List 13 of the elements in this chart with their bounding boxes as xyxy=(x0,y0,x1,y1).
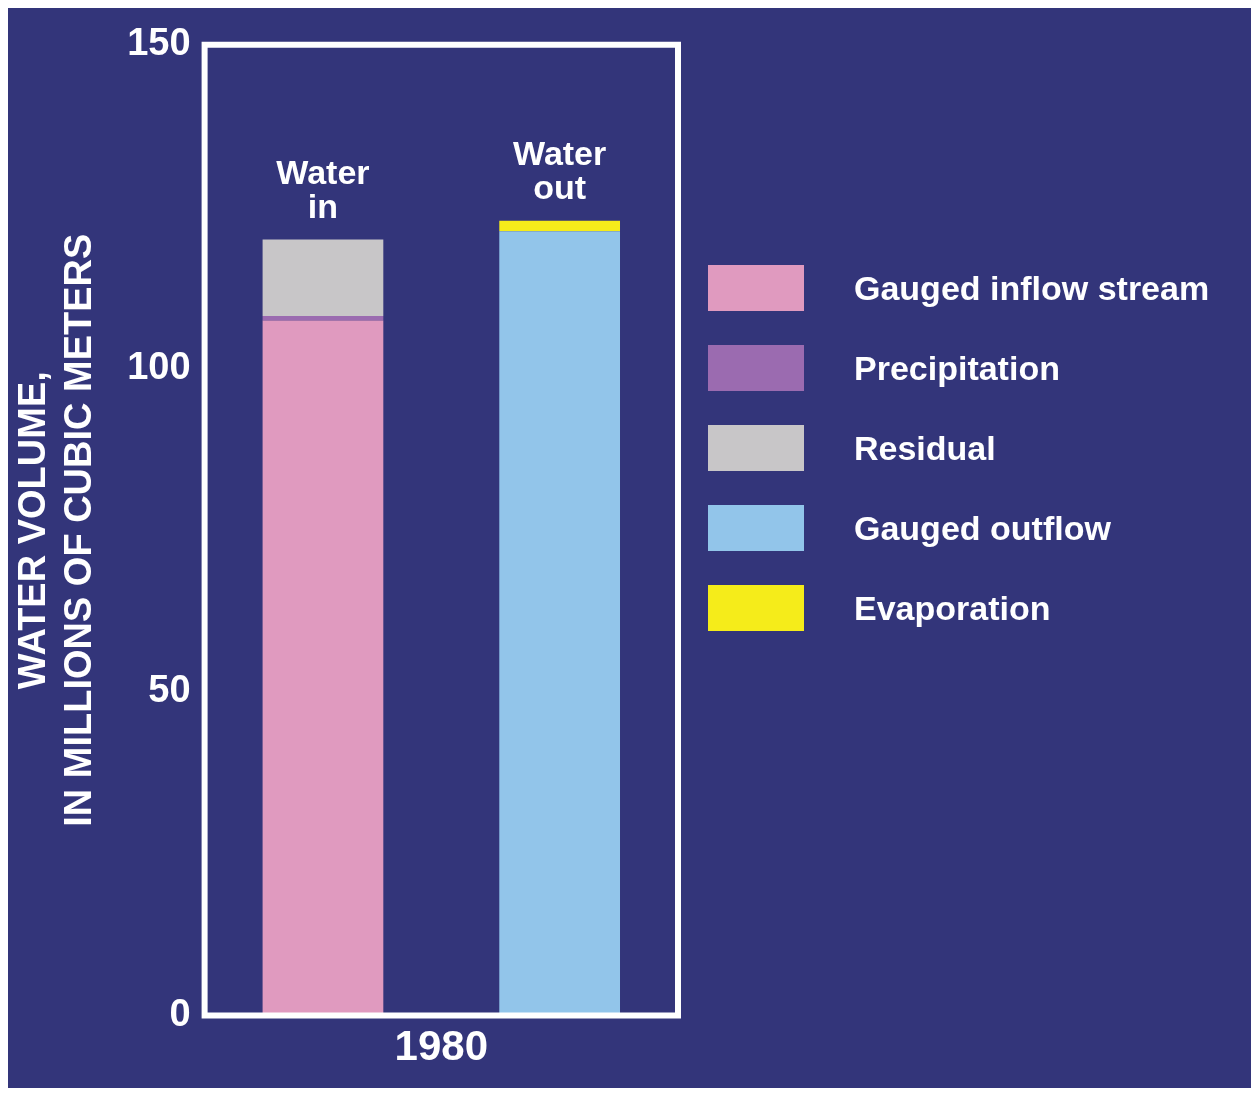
legend-label: Precipitation xyxy=(854,348,1060,388)
y-tick-label: 100 xyxy=(127,344,191,387)
y-tick-label: 50 xyxy=(148,668,191,711)
y-axis-title: WATER VOLUME, IN MILLIONS OF CUBIC METERS xyxy=(11,233,99,827)
x-tick-label: Water out xyxy=(513,134,607,207)
legend-label: Evaporation xyxy=(854,588,1051,628)
y-tick-label: 150 xyxy=(127,21,191,64)
legend-label: Gauged outflow xyxy=(854,508,1111,548)
x-axis-title: 1980 xyxy=(394,1022,489,1070)
x-tick-label: Water in xyxy=(276,152,370,225)
legend-label: Residual xyxy=(854,428,996,468)
legend-label: Gauged inflow stream xyxy=(854,268,1210,308)
y-tick-label: 0 xyxy=(169,992,191,1035)
